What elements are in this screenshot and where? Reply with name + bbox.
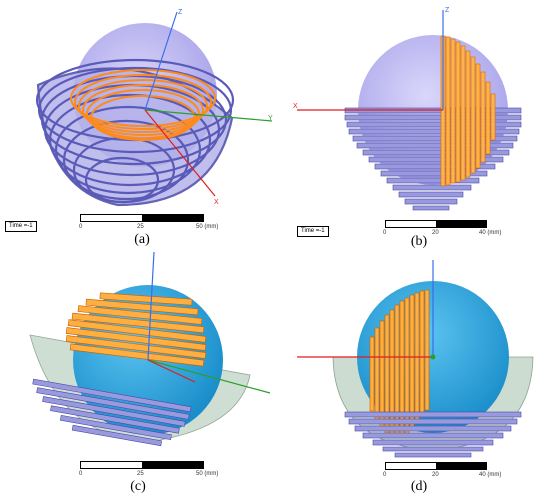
- caption-b: (b): [410, 234, 428, 249]
- scale-tick-mid: 20: [432, 472, 439, 478]
- scale-tick-mid: 20: [432, 230, 439, 236]
- scale-tick-0: 0: [383, 230, 387, 236]
- scale-tick-end: 40 (mm): [479, 230, 502, 236]
- panel-c: 0 25 50 (mm) (c): [0, 250, 275, 499]
- panel-b-render: Z X: [293, 7, 522, 211]
- x-axis: [147, 359, 196, 383]
- caption-d: (d): [410, 479, 428, 494]
- z-axis-label: Z: [178, 9, 183, 16]
- time-label: Time =-1: [5, 221, 37, 232]
- panel-d-render: [297, 260, 534, 458]
- caption-a: (a): [134, 232, 150, 247]
- inner-coil-orange: [70, 69, 216, 141]
- z-axis: [147, 251, 155, 361]
- scale-tick-0: 0: [383, 472, 387, 478]
- caption-c: (c): [130, 479, 146, 494]
- scale-tick-end: 40 (mm): [479, 472, 502, 478]
- lower-bowl-coils: [344, 411, 522, 458]
- origin-marker: [430, 354, 436, 360]
- time-label: Time =-1: [297, 226, 329, 237]
- scale-bar: [80, 461, 204, 469]
- scale-tick-0: 0: [79, 471, 83, 477]
- x-axis: [144, 109, 216, 197]
- panel-c-render: [29, 251, 271, 447]
- scale-tick-0: 0: [79, 224, 83, 230]
- y-axis-label: Y: [268, 115, 273, 122]
- scale-tick-end: 50 (mm): [196, 471, 219, 477]
- panel-b: Z X Time =-1 0 20 40 (mm) (b): [275, 0, 550, 250]
- scale-tick-mid: 25: [137, 471, 144, 477]
- orange-vertical-coils: [369, 289, 430, 438]
- scale-tick-end: 50 (mm): [196, 224, 219, 230]
- z-axis-label: Z: [445, 7, 450, 14]
- panel-d: 0 20 40 (mm) (d): [275, 250, 550, 499]
- scale-bar: [385, 462, 487, 470]
- bowl-coil-stack: [344, 107, 522, 211]
- scale-tick-mid: 25: [137, 224, 144, 230]
- orange-cap-coils: [65, 292, 207, 367]
- y-axis: [144, 109, 273, 122]
- x-axis-label: X: [214, 199, 219, 206]
- panel-a: Z Y X Time =-1 0 25 50 (mm) (a): [0, 0, 275, 250]
- scale-bar: [385, 220, 487, 228]
- y-axis: [147, 359, 271, 394]
- lower-bowl-coils: [32, 378, 192, 447]
- orange-vertical-coils: [440, 35, 496, 187]
- x-axis-label: X: [293, 103, 298, 110]
- scale-bar: [80, 214, 204, 222]
- panel-a-render: Z Y X: [35, 9, 273, 207]
- z-axis: [144, 11, 178, 111]
